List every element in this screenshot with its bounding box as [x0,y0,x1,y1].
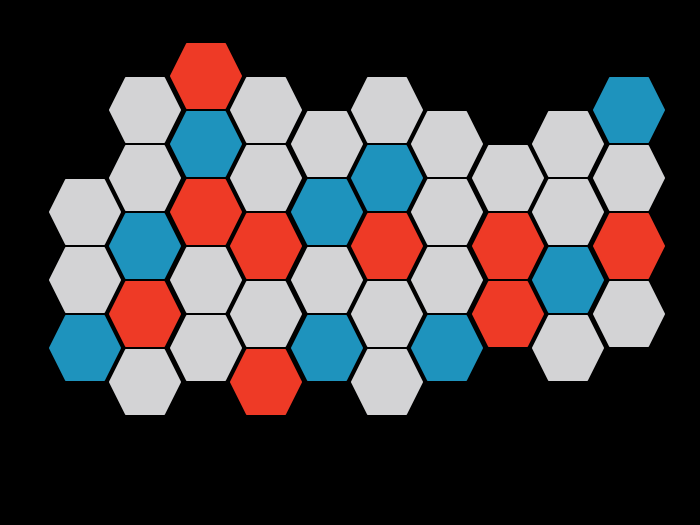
hex-tile-blue [593,77,665,143]
hex-tile-gray [351,281,423,347]
hex-tile-blue [291,315,363,381]
hex-tile-gray [532,111,604,177]
hex-tile-gray [593,281,665,347]
hex-tile-blue [49,315,121,381]
hex-tile-gray [109,349,181,415]
hex-tile-gray [351,349,423,415]
hex-tile-red [170,43,242,109]
hex-tile-gray [291,111,363,177]
hex-tile-red [230,213,302,279]
hex-tile-gray [411,179,483,245]
hex-tile-blue [109,213,181,279]
hex-tile-red [109,281,181,347]
hex-tile-red [351,213,423,279]
hex-tile-red [472,213,544,279]
hex-tile-gray [351,77,423,143]
hex-tile-gray [109,77,181,143]
hex-tile-gray [532,179,604,245]
hex-tile-red [230,349,302,415]
hex-tile-blue [532,247,604,313]
hex-tile-red [593,213,665,279]
hex-tile-gray [411,111,483,177]
hex-tile-gray [230,77,302,143]
hex-tile-gray [109,145,181,211]
hex-tile-blue [351,145,423,211]
hex-tile-gray [411,247,483,313]
hex-tile-blue [411,315,483,381]
hex-tile-gray [49,247,121,313]
hex-tile-gray [170,315,242,381]
hex-tile-blue [170,111,242,177]
hex-tile-gray [49,179,121,245]
hex-tile-blue [291,179,363,245]
hex-tile-gray [230,281,302,347]
hex-tile-red [170,179,242,245]
hex-tile-gray [230,145,302,211]
hex-tile-gray [291,247,363,313]
hex-tile-gray [532,315,604,381]
hex-tile-gray [593,145,665,211]
hex-tile-red [472,281,544,347]
hex-tile-gray [170,247,242,313]
hex-tile-gray [472,145,544,211]
